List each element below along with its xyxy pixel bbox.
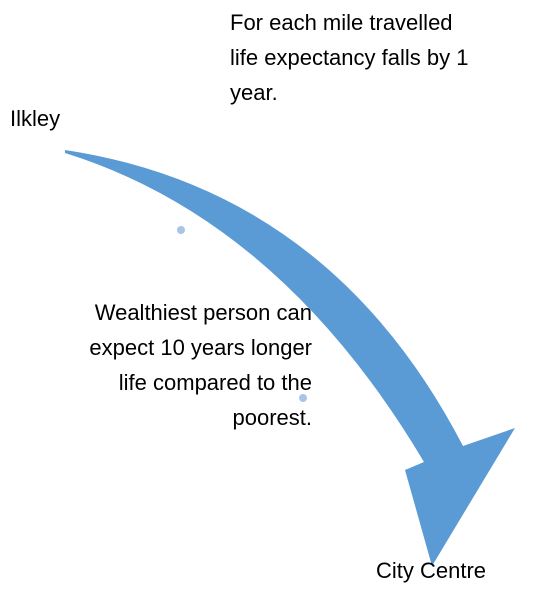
destination-label: City Centre <box>376 558 486 583</box>
note-line: year. <box>230 80 278 105</box>
note-line: poorest. <box>233 405 313 430</box>
dot <box>299 394 307 402</box>
note-line: life compared to the <box>119 370 312 395</box>
note-line: For each mile travelled <box>230 10 453 35</box>
note-line: expect 10 years longer <box>89 335 312 360</box>
note-line: Wealthiest person can <box>95 300 312 325</box>
note-line: life expectancy falls by 1 <box>230 45 468 70</box>
dot <box>177 226 185 234</box>
origin-label: Ilkley <box>10 106 60 131</box>
